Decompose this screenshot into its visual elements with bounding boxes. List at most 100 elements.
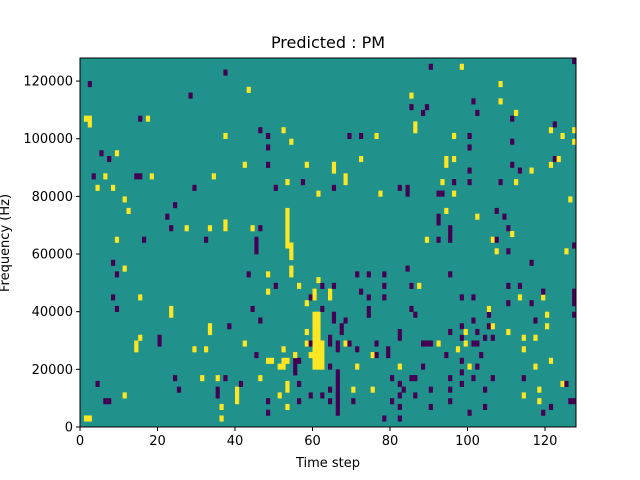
y-axis: 0 20000 40000 60000 80000 100000 120000 [23, 75, 80, 436]
heatmap-cell-low [510, 161, 515, 168]
heatmap-cell-low [374, 340, 379, 347]
heatmap-cell-low [529, 300, 534, 307]
heatmap-cell-low [331, 282, 337, 289]
heatmap-cell-low [436, 219, 441, 226]
heatmap-cell-low [413, 311, 418, 318]
heatmap-cell-low [328, 398, 333, 405]
heatmap-cell-high [200, 375, 205, 382]
heatmap-cell-low [529, 259, 534, 266]
heatmap-cell-high [312, 311, 317, 318]
heatmap-cell-low [502, 213, 507, 220]
heatmap-cell-low [111, 259, 116, 266]
heatmap-cell-high [312, 363, 317, 370]
chart-title: Predicted : PM [271, 33, 385, 52]
heatmap-cell-low [157, 334, 162, 341]
heatmap-cell-low [475, 340, 480, 347]
heatmap-cell-low [521, 375, 526, 382]
heatmap-cell-low [386, 352, 391, 359]
heatmap-cell-low [114, 305, 120, 312]
heatmap-cell-low [448, 230, 453, 238]
heatmap-cell-high [548, 357, 554, 364]
heatmap-cell-high [541, 294, 546, 301]
heatmap-cell-low [471, 294, 476, 301]
heatmap-cell-low [254, 236, 259, 243]
heatmap-cell-high [370, 386, 375, 393]
heatmap-cell-high [169, 311, 174, 318]
heatmap-cell-high [417, 282, 422, 289]
heatmap-cell-low [490, 375, 495, 382]
heatmap-cell-high [452, 156, 457, 163]
heatmap-cell-high [452, 190, 457, 197]
heatmap-cell-high [285, 207, 290, 214]
heatmap-cell-high [114, 150, 120, 157]
y-axis-label: Frequency (Hz) [0, 194, 13, 292]
heatmap-cell-low [246, 271, 251, 278]
heatmap-cell-low [397, 403, 402, 411]
heatmap-cell-low [266, 144, 271, 151]
heatmap-cell-low [114, 271, 120, 278]
heatmap-cell-high [316, 323, 321, 330]
heatmap-cell-high [486, 305, 492, 312]
heatmap-cell-high [215, 375, 220, 382]
heatmap-cell-low [459, 323, 464, 330]
heatmap-cell-low [572, 311, 577, 318]
heatmap-cell-low [552, 156, 557, 163]
heatmap-cell-high [297, 282, 302, 289]
heatmap-cell-low [258, 317, 263, 324]
heatmap-cell-high [444, 161, 449, 168]
heatmap-cell-high [440, 179, 445, 186]
heatmap-cell-low [459, 294, 464, 301]
heatmap-cell-low [564, 380, 569, 387]
heatmap-cell-low [273, 282, 278, 289]
heatmap-cell-high [459, 63, 464, 70]
heatmap-cell-high [289, 242, 294, 249]
heatmap-cell-low [448, 398, 453, 405]
heatmap-cell-low [254, 248, 259, 255]
heatmap-cell-high [312, 346, 317, 353]
heatmap-cell-high [490, 236, 495, 243]
heatmap-cell-low [486, 311, 492, 318]
heatmap-cell-low [486, 323, 492, 330]
heatmap-cell-high [87, 115, 92, 122]
heatmap-cell-high [277, 392, 282, 399]
heatmap-cell-high [204, 346, 209, 353]
heatmap-cell-low [448, 375, 453, 382]
heatmap-cell-low [366, 294, 371, 301]
heatmap-cell-low [572, 300, 577, 307]
heatmap-cell-high [223, 219, 228, 226]
heatmap-cell-high [312, 317, 317, 324]
heatmap-cell-low [107, 398, 112, 405]
heatmap-cell-high [312, 288, 317, 295]
heatmap-cell-low [409, 104, 414, 111]
heatmap-cell-high [413, 121, 418, 128]
heatmap-cell-low [397, 184, 402, 191]
heatmap-cell-low [331, 311, 337, 318]
heatmap-cell-low [173, 375, 178, 382]
y-tick-label: 100000 [23, 132, 73, 147]
heatmap-cell-high [316, 363, 321, 370]
heatmap-cell-low [308, 294, 313, 301]
y-tick-label: 20000 [32, 363, 73, 378]
heatmap-cell-high [235, 398, 240, 405]
heatmap-cell-high [87, 121, 92, 128]
heatmap-cell-low [374, 352, 379, 359]
heatmap-cell-high [498, 81, 503, 88]
heatmap-cell-high [409, 92, 414, 99]
heatmap-cell-high [289, 138, 294, 145]
heatmap-cell-low [138, 173, 143, 180]
heatmap-cell-low [428, 340, 433, 347]
heatmap-cell-high [521, 346, 526, 353]
heatmap-cell-low [397, 328, 402, 336]
heatmap-cell-high [517, 294, 523, 301]
heatmap-cell-high [424, 236, 430, 243]
heatmap-cell-low [552, 121, 557, 128]
heatmap-cell-low [258, 225, 263, 232]
heatmap-cell-low [409, 305, 414, 312]
x-tick-label: 120 [533, 434, 558, 449]
plot-area [80, 58, 576, 427]
heatmap-cell-high [320, 352, 325, 359]
heatmap-cell-low [413, 392, 418, 399]
heatmap-cell-high [316, 328, 321, 336]
heatmap-cell-high [521, 392, 526, 399]
